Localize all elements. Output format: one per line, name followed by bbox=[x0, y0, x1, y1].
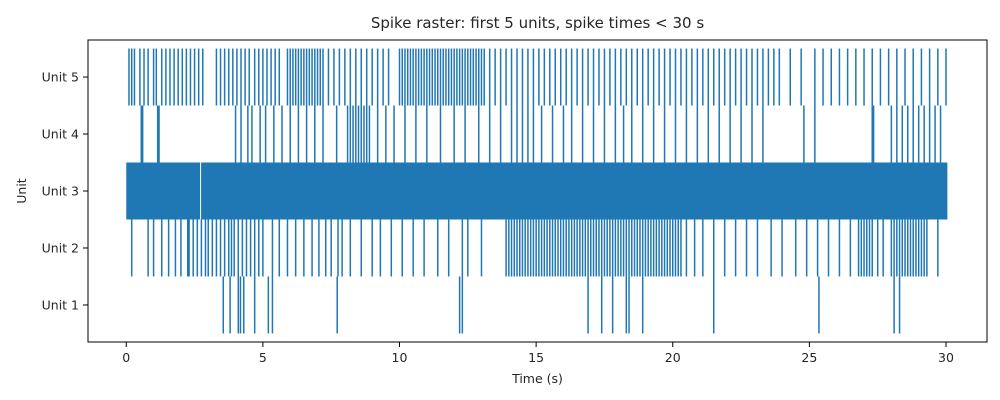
x-axis-label: Time (s) bbox=[511, 371, 563, 386]
x-tick-label: 30 bbox=[938, 350, 954, 365]
y-tick-label: Unit 3 bbox=[42, 184, 79, 199]
y-tick-label: Unit 4 bbox=[42, 127, 79, 142]
unit-row-1 bbox=[222, 276, 901, 334]
y-tick-label: Unit 5 bbox=[42, 70, 79, 85]
unit-row-5 bbox=[128, 48, 947, 106]
x-tick-label: 5 bbox=[259, 350, 267, 365]
x-tick-label: 0 bbox=[122, 350, 130, 365]
plot-frame bbox=[87, 39, 988, 343]
plot-area bbox=[126, 48, 948, 334]
unit-row-3 bbox=[126, 162, 948, 220]
x-axis-ticks: 0 5 10 15 20 25 30 bbox=[122, 342, 954, 365]
unit-row-2 bbox=[130, 219, 939, 277]
x-tick-label: 15 bbox=[528, 350, 544, 365]
unit-row-4 bbox=[140, 105, 942, 163]
x-tick-label: 20 bbox=[665, 350, 681, 365]
spike-band bbox=[126, 162, 948, 220]
y-tick-label: Unit 2 bbox=[42, 240, 79, 255]
x-tick-label: 25 bbox=[801, 350, 817, 365]
x-tick-label: 10 bbox=[392, 350, 408, 365]
y-axis-label: Unit bbox=[14, 178, 29, 204]
y-tick-label: Unit 1 bbox=[42, 297, 79, 312]
chart-title: Spike raster: first 5 units, spike times… bbox=[371, 14, 704, 32]
y-axis-ticks: Unit 1 Unit 2 Unit 3 Unit 4 Unit 5 bbox=[42, 70, 88, 312]
